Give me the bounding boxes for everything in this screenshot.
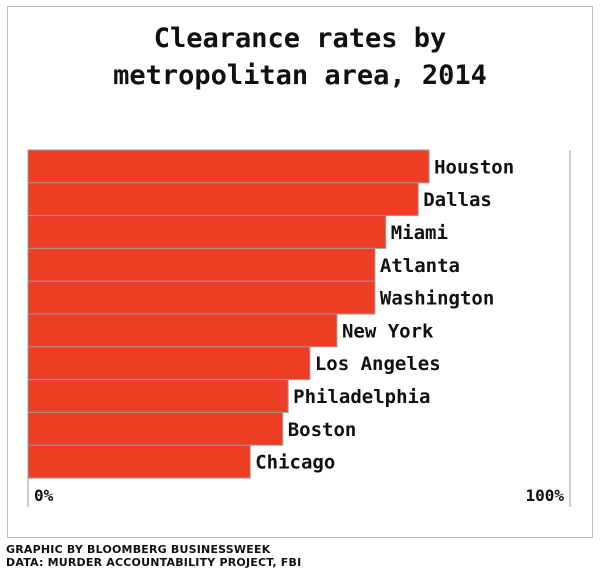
bar-philadelphia [27,379,289,413]
bar-label-chicago: Chicago [255,452,335,474]
credit-line: GRAPHIC BY BLOOMBERG BUSINESSWEEK [6,543,271,556]
bar-label-philadelphia: Philadelphia [293,386,430,408]
bar-label-houston: Houston [434,156,514,178]
x-tick-label-min: 0% [34,486,54,505]
bar-label-miami: Miami [391,222,448,244]
bar-label-dallas: Dallas [423,189,492,211]
bar-boston [27,411,284,446]
bar-label-new-york: New York [342,320,434,342]
chart-title: Clearance rates by metropolitan area, 20… [0,20,600,94]
bar-label-washington: Washington [380,288,494,310]
bar-houston [27,149,430,184]
bar-chart: Houston Dallas Miami Atlanta Washington New Y… [27,149,571,507]
bar-chicago [27,444,251,479]
data-source-line: DATA: MURDER ACCOUNTABILITY PROJECT, FBI [6,556,302,569]
bar-new-york [27,313,338,348]
bar-label-boston: Boston [288,419,357,441]
bar-los-angeles [27,346,311,381]
bar-label-atlanta: Atlanta [380,255,460,277]
bar-miami [27,215,387,249]
chart-title-line-2: metropolitan area, 2014 [113,60,487,91]
bar-label-los-angeles: Los Angeles [315,353,441,375]
source-footer: GRAPHIC BY BLOOMBERG BUSINESSWEEK DATA: … [6,543,301,569]
chart-title-line-1: Clearance rates by [153,23,447,54]
bar-washington [27,280,376,315]
bar-dallas [27,182,419,217]
bar-atlanta [27,247,376,282]
x-tick-label-max: 100% [525,486,564,505]
bars-group: Houston Dallas Miami Atlanta Washington New Y… [27,149,514,479]
